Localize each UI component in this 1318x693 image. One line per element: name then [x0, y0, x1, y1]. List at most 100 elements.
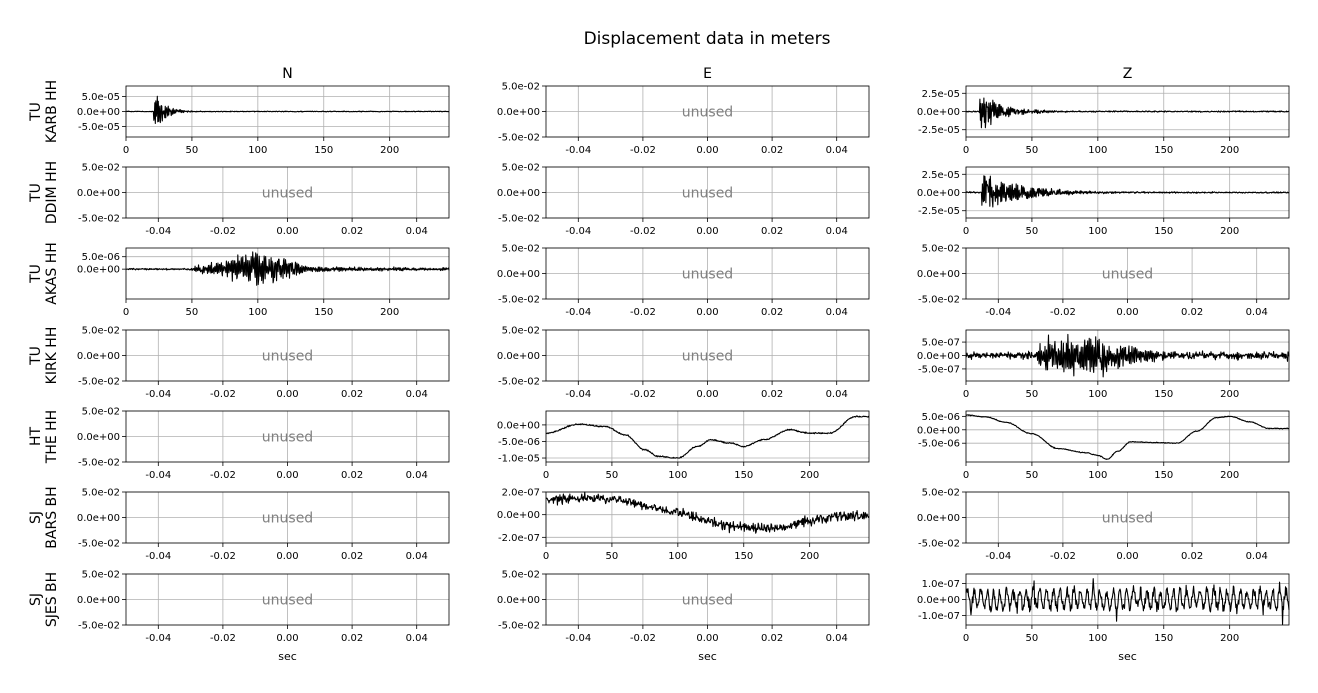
column-title-e: E — [703, 66, 712, 82]
x-tick-label: 0 — [543, 551, 549, 562]
y-tick-label: -5.0e-06 — [498, 437, 540, 448]
unused-label: unused — [682, 593, 733, 609]
x-tick-label: -0.04 — [565, 633, 591, 644]
y-tick-label: 2.0e-07 — [502, 488, 540, 499]
y-tick-label: -5.0e-02 — [78, 539, 120, 550]
x-tick-label: -0.04 — [565, 389, 591, 400]
x-tick-label: -0.04 — [145, 470, 171, 481]
unused-label: unused — [682, 105, 733, 121]
panel-2-z: 0 50 100 150 200 2.5e-05 0.0e+00 -2.5e-05 — [917, 166, 1290, 237]
x-tick-label: 100 — [1088, 470, 1107, 481]
x-tick-label: 0.04 — [406, 226, 428, 237]
y-tick-label: 5.0e-02 — [502, 244, 540, 255]
x-tick-label: 150 — [734, 551, 753, 562]
x-tick-label: 0.04 — [826, 633, 848, 644]
waveform-trace — [965, 175, 1290, 208]
x-tick-label: -0.04 — [145, 389, 171, 400]
x-tick-label: 0.02 — [341, 551, 363, 562]
x-tick-label: 100 — [668, 551, 687, 562]
x-tick-label: -0.02 — [210, 551, 236, 562]
axes-frame — [965, 410, 1290, 463]
x-tick-label: 0.04 — [1246, 551, 1268, 562]
x-tick-label: 50 — [1026, 226, 1039, 237]
x-tick-label: -0.02 — [630, 307, 656, 318]
unused-label: unused — [262, 349, 313, 365]
x-tick-label: 100 — [1088, 633, 1107, 644]
x-tick-label: 150 — [1154, 470, 1173, 481]
x-tick-label: 0.00 — [276, 633, 298, 644]
x-tick-label: 0 — [543, 470, 549, 481]
x-tick-label: 0.02 — [761, 307, 783, 318]
panel-7-n: unused -0.04 -0.02 0.00 0.02 0.04 5.0e-02 0.0e+… — [77, 570, 450, 644]
axes-frame — [125, 247, 450, 300]
x-tick-label: 50 — [1026, 633, 1039, 644]
y-tick-label: 5.0e-02 — [502, 82, 540, 93]
x-tick-label: -0.04 — [565, 145, 591, 156]
y-tick-label: 0.0e+00 — [77, 188, 120, 199]
row-label-line2: KARB HH — [44, 80, 60, 143]
x-tick-label: 50 — [186, 307, 199, 318]
row-label-line1: TU — [28, 264, 44, 284]
row-label-line1: SJ — [28, 593, 44, 606]
row-label-line2: AKAS HH — [44, 242, 60, 304]
y-tick-label: 0.0e+00 — [77, 595, 120, 606]
x-tick-label: 100 — [248, 307, 267, 318]
x-tick-label: 200 — [380, 145, 399, 156]
x-tick-label: 150 — [1154, 389, 1173, 400]
panel-4-e: unused -0.04 -0.02 0.00 0.02 0.04 5.0e-02 0.0e+… — [497, 326, 870, 400]
x-tick-label: 200 — [1220, 470, 1239, 481]
y-tick-label: 5.0e-06 — [82, 252, 120, 263]
panel-6-e: 0 50 100 150 200 2.0e-07 0.0e+00 -2.0e-07 — [497, 488, 870, 562]
x-tick-label: 0 — [963, 145, 969, 156]
y-tick-label: 0.0e+00 — [917, 513, 960, 524]
y-tick-label: 5.0e-02 — [502, 163, 540, 174]
x-tick-label: -0.02 — [1050, 307, 1076, 318]
row-label-line1: HT — [28, 427, 44, 447]
x-tick-label: 0.02 — [761, 226, 783, 237]
y-tick-label: -5.0e-02 — [498, 621, 540, 632]
row-label: TU AKAS HH — [28, 242, 60, 304]
y-tick-label: 5.0e-02 — [82, 163, 120, 174]
x-tick-label: 150 — [734, 470, 753, 481]
row-label-line2: BARS BH — [44, 486, 60, 548]
x-tick-label: 200 — [1220, 389, 1239, 400]
row-label-line1: TU — [28, 102, 44, 122]
unused-label: unused — [262, 593, 313, 609]
row-label: TU KARB HH — [28, 80, 60, 143]
y-tick-label: -5.0e-06 — [918, 439, 960, 450]
x-tick-label: 0.00 — [276, 551, 298, 562]
row-label-line1: TU — [28, 346, 44, 366]
x-tick-label: 0.00 — [696, 307, 718, 318]
unused-label: unused — [262, 430, 313, 446]
x-tick-label: 50 — [186, 145, 199, 156]
unused-label: unused — [1102, 511, 1153, 527]
x-tick-label: 0.02 — [341, 226, 363, 237]
x-tick-label: 0.04 — [826, 226, 848, 237]
y-tick-label: 0.0e+00 — [497, 351, 540, 362]
x-tick-label: 200 — [1220, 226, 1239, 237]
panel-3-z: unused -0.04 -0.02 0.00 0.02 0.04 5.0e-02 0.0e+… — [917, 244, 1290, 318]
x-tick-label: 0.04 — [1246, 307, 1268, 318]
x-tick-label: 50 — [1026, 470, 1039, 481]
y-tick-label: 0.0e+00 — [917, 188, 960, 199]
panel-4-n: unused -0.04 -0.02 0.00 0.02 0.04 5.0e-02 0.0e+… — [77, 326, 450, 400]
row-label-line1: SJ — [28, 511, 44, 524]
panel-grid: 0 50 100 150 200 5.0e-05 0.0e+00 -5.0e-05 unused… — [77, 82, 1290, 644]
y-tick-label: 0.0e+00 — [917, 425, 960, 436]
figure-title: Displacement data in meters — [584, 29, 831, 49]
y-tick-label: -5.0e-02 — [78, 214, 120, 225]
panel-5-n: unused -0.04 -0.02 0.00 0.02 0.04 5.0e-02 0.0e+… — [77, 407, 450, 481]
y-tick-label: -2.5e-05 — [918, 125, 960, 136]
column-title-z: Z — [1123, 66, 1133, 82]
y-tick-label: 5.0e-02 — [82, 488, 120, 499]
waveform-trace — [125, 251, 450, 286]
x-tick-label: 0 — [123, 307, 129, 318]
row-label-line2: SJES BH — [44, 572, 60, 627]
x-tick-label: 0.00 — [1116, 551, 1138, 562]
x-tick-label: 0.04 — [406, 551, 428, 562]
x-tick-label: -0.04 — [145, 551, 171, 562]
waveform-trace — [965, 333, 1290, 378]
x-tick-label: 0.02 — [341, 633, 363, 644]
